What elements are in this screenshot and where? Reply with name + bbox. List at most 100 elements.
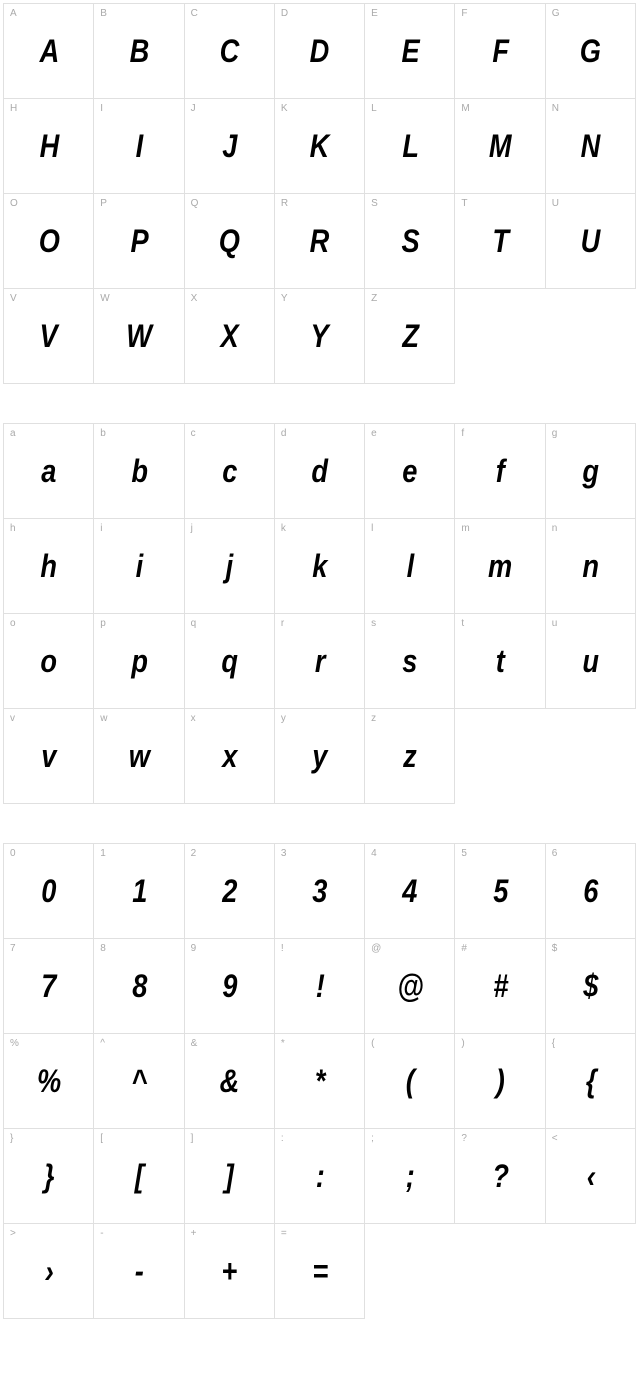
- glyph-display: s: [403, 643, 417, 680]
- glyph-label: D: [281, 8, 288, 19]
- glyph-label: ;: [371, 1133, 374, 1144]
- glyph-display: k: [312, 548, 326, 585]
- glyph-display: q: [221, 643, 237, 680]
- glyph-cell: nn: [545, 518, 636, 614]
- glyph-display: 3: [312, 873, 326, 910]
- glyph-cell: VV: [3, 288, 94, 384]
- glyph-cell: <‹: [545, 1128, 636, 1224]
- glyph-display: P: [130, 223, 147, 260]
- glyph-label: 7: [10, 943, 16, 954]
- glyph-display: R: [310, 223, 329, 260]
- glyph-cell: 66: [545, 843, 636, 939]
- glyph-display: =: [312, 1253, 327, 1290]
- glyph-cell: hh: [3, 518, 94, 614]
- glyph-cell: 99: [184, 938, 275, 1034]
- glyph-cell: xx: [184, 708, 275, 804]
- glyph-cell: ZZ: [364, 288, 455, 384]
- section-uppercase: AABBCCDDEEFFGGHHIIJJKKLLMMNNOOPPQQRRSSTT…: [4, 4, 636, 384]
- glyph-label: k: [281, 523, 286, 534]
- glyph-cell: ss: [364, 613, 455, 709]
- glyph-label: y: [281, 713, 286, 724]
- glyph-label: m: [461, 523, 469, 534]
- glyph-cell: NN: [545, 98, 636, 194]
- section-lowercase: aabbccddeeffgghhiijjkkllmmnnooppqqrrsstt…: [4, 424, 636, 804]
- glyph-cell: aa: [3, 423, 94, 519]
- glyph-label: r: [281, 618, 284, 629]
- glyph-display: G: [580, 33, 600, 70]
- glyph-display: c: [222, 453, 236, 490]
- glyph-cell: WW: [93, 288, 184, 384]
- glyph-display: z: [403, 738, 416, 775]
- glyph-cell: BB: [93, 3, 184, 99]
- glyph-label: 6: [552, 848, 558, 859]
- glyph-display: 4: [403, 873, 417, 910]
- glyph-label: i: [100, 523, 102, 534]
- glyph-label: [: [100, 1133, 103, 1144]
- glyph-label: >: [10, 1228, 16, 1239]
- glyph-cell: ##: [454, 938, 545, 1034]
- glyph-display: w: [129, 738, 149, 775]
- glyph-display: F: [492, 33, 508, 70]
- glyph-label: j: [191, 523, 193, 534]
- glyph-cell: OO: [3, 193, 94, 289]
- glyph-cell: pp: [93, 613, 184, 709]
- glyph-cell: gg: [545, 423, 636, 519]
- glyph-display: 8: [132, 968, 146, 1005]
- glyph-display: 0: [41, 873, 55, 910]
- glyph-display: B: [130, 33, 149, 70]
- glyph-cell: @@: [364, 938, 455, 1034]
- glyph-cell: vv: [3, 708, 94, 804]
- glyph-display: N: [581, 128, 600, 165]
- glyph-display: x: [222, 738, 236, 775]
- glyph-label: P: [100, 198, 107, 209]
- glyph-label: $: [552, 943, 558, 954]
- glyph-display: g: [582, 453, 598, 490]
- glyph-display: e: [403, 453, 417, 490]
- glyph-label: d: [281, 428, 287, 439]
- glyph-label: S: [371, 198, 378, 209]
- glyph-cell: II: [93, 98, 184, 194]
- glyph-display: b: [131, 453, 147, 490]
- glyph-cell: 33: [274, 843, 365, 939]
- glyph-label: F: [461, 8, 467, 19]
- glyph-display: L: [402, 128, 418, 165]
- glyph-cell: 88: [93, 938, 184, 1034]
- glyph-display: Y: [311, 318, 328, 355]
- glyph-display: H: [39, 128, 58, 165]
- glyph-cell: %%: [3, 1033, 94, 1129]
- glyph-display: -: [135, 1253, 143, 1290]
- glyph-display: %: [37, 1063, 60, 1100]
- glyph-display: &: [220, 1063, 239, 1100]
- glyph-label: !: [281, 943, 284, 954]
- glyph-display: u: [582, 643, 598, 680]
- glyph-cell: **: [274, 1033, 365, 1129]
- glyph-display: M: [489, 128, 511, 165]
- glyph-display: 7: [41, 968, 55, 1005]
- glyph-cell: zz: [364, 708, 455, 804]
- glyph-label: <: [552, 1133, 558, 1144]
- glyph-cell: ;;: [364, 1128, 455, 1224]
- glyph-label: Z: [371, 293, 377, 304]
- glyph-label: 2: [191, 848, 197, 859]
- glyph-display: V: [40, 318, 57, 355]
- glyph-cell: ((: [364, 1033, 455, 1129]
- glyph-label: 9: [191, 943, 197, 954]
- glyph-cell: ??: [454, 1128, 545, 1224]
- glyph-label: 3: [281, 848, 287, 859]
- glyph-label: o: [10, 618, 16, 629]
- glyph-label: A: [10, 8, 17, 19]
- glyph-cell: QQ: [184, 193, 275, 289]
- glyph-label: I: [100, 103, 103, 114]
- glyph-display: Q: [219, 223, 239, 260]
- glyph-label: g: [552, 428, 558, 439]
- section-numbers-symbols: 00112233445566778899!!@@##$$%%^^&&**(())…: [4, 844, 636, 1319]
- glyph-label: G: [552, 8, 560, 19]
- glyph-label: ?: [461, 1133, 467, 1144]
- glyph-cell: qq: [184, 613, 275, 709]
- glyph-display: A: [39, 33, 58, 70]
- glyph-cell: --: [93, 1223, 184, 1319]
- glyph-label: Q: [191, 198, 199, 209]
- glyph-label: {: [552, 1038, 555, 1049]
- glyph-display: 5: [493, 873, 507, 910]
- glyph-label: -: [100, 1228, 103, 1239]
